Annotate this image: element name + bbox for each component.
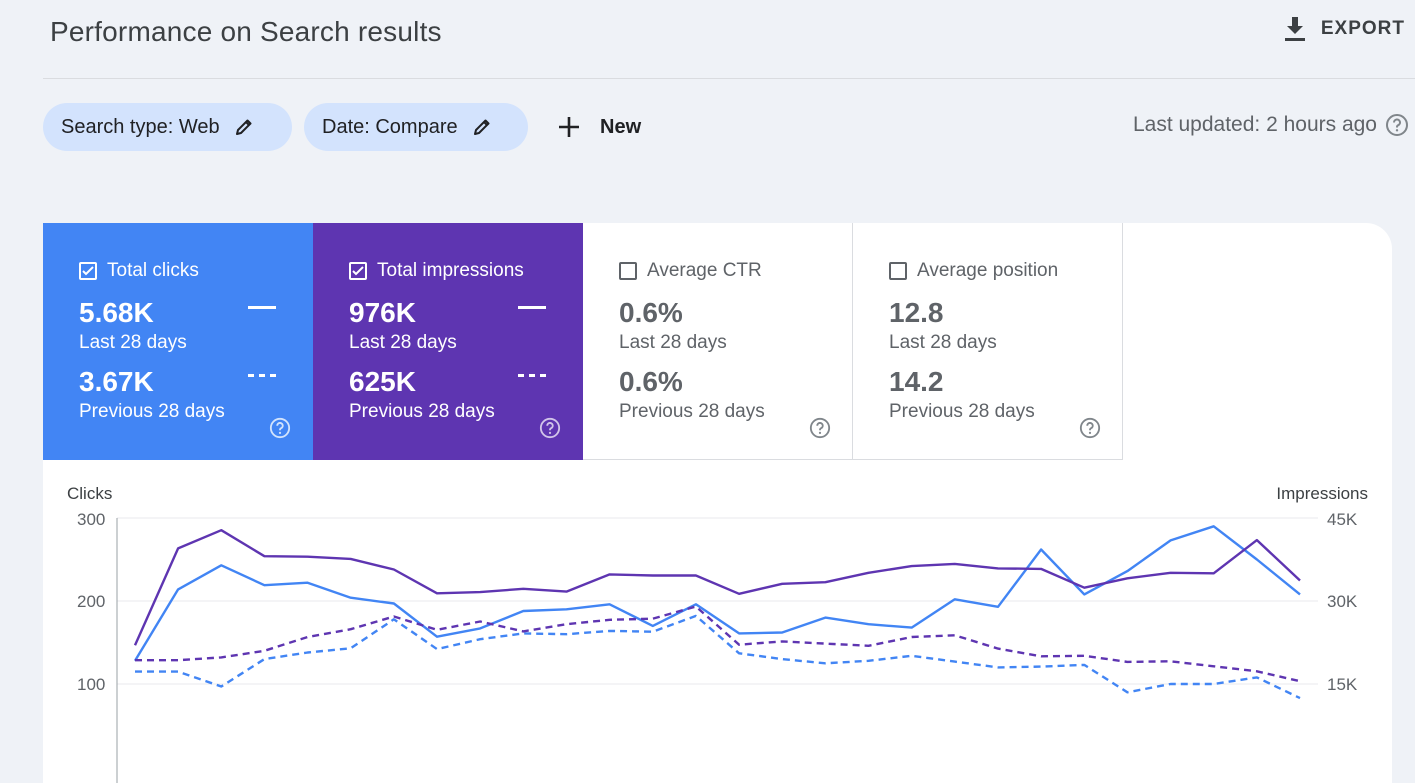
header-divider [43, 78, 1415, 79]
checkbox-unchecked[interactable] [889, 262, 907, 280]
edit-pencil-icon [473, 119, 490, 135]
metric-tile-average-ctr[interactable]: Average CTR 0.6% Last 28 days 0.6% Previ… [583, 223, 853, 460]
performance-chart: Clicks Impressions 300 200 100 45K 30K 1… [43, 460, 1392, 783]
metric-current-period: Last 28 days [349, 332, 457, 353]
search-type-filter-chip[interactable]: Search type: Web [43, 103, 292, 151]
metric-header: Average CTR [619, 260, 762, 282]
metric-current-period: Last 28 days [619, 332, 727, 353]
metric-label: Total impressions [377, 260, 524, 281]
help-icon[interactable] [269, 417, 291, 439]
clicks-previous-line [135, 614, 1301, 700]
edit-pencil-icon [235, 119, 252, 135]
help-icon[interactable] [1385, 113, 1409, 137]
metric-header: Total impressions [349, 260, 524, 282]
export-button[interactable]: EXPORT [1283, 16, 1405, 42]
checkbox-checked[interactable] [79, 262, 97, 280]
page-title: Performance on Search results [50, 16, 442, 47]
new-filter-label: New [600, 115, 642, 138]
solid-line-legend [518, 306, 546, 309]
last-updated-text: Last updated: 2 hours ago [1132, 113, 1377, 136]
metric-previous-value: 3.67K [79, 366, 154, 397]
metric-previous-period: Previous 28 days [79, 401, 225, 422]
performance-card: Total clicks 5.68K Last 28 days 3.67K Pr… [43, 223, 1392, 783]
dashed-line-legend [248, 374, 276, 377]
metric-previous-period: Previous 28 days [889, 401, 1035, 422]
metric-label: Total clicks [107, 260, 199, 281]
metric-tile-average-position[interactable]: Average position 12.8 Last 28 days 14.2 … [853, 223, 1123, 460]
metric-current-period: Last 28 days [889, 332, 997, 353]
chart-plot-area [116, 517, 1318, 783]
checkbox-checked[interactable] [349, 262, 367, 280]
last-updated-status: Last updated: 2 hours ago [1133, 113, 1409, 137]
help-icon[interactable] [1079, 417, 1101, 439]
plus-icon [559, 117, 579, 137]
metric-previous-value: 14.2 [889, 366, 944, 397]
metric-previous-period: Previous 28 days [349, 401, 495, 422]
metric-current-value: 0.6% [619, 297, 683, 328]
help-icon[interactable] [809, 417, 831, 439]
left-axis-title: Clicks [67, 484, 113, 503]
metric-current-value: 12.8 [889, 297, 944, 328]
search-type-label: Search type: Web [61, 115, 220, 138]
impressions-previous-line [135, 605, 1301, 683]
metric-current-period: Last 28 days [79, 332, 187, 353]
date-filter-chip[interactable]: Date: Compare [304, 103, 528, 151]
right-axis-tick: 30K [1327, 592, 1358, 611]
right-axis-title: Impressions [1276, 484, 1368, 503]
page-header: Performance on Search results EXPORT [0, 0, 1415, 78]
metric-label: Average CTR [647, 260, 762, 281]
export-label: EXPORT [1320, 18, 1405, 39]
metric-tile-total-impressions[interactable]: Total impressions 976K Last 28 days 625K… [313, 223, 583, 460]
dashed-line-legend [518, 374, 546, 377]
metric-header: Total clicks [79, 260, 199, 282]
help-icon[interactable] [539, 417, 561, 439]
metric-previous-value: 0.6% [619, 366, 683, 397]
new-filter-button[interactable]: New [556, 103, 641, 151]
metric-current-value: 976K [349, 297, 416, 328]
right-axis-tick: 45K [1327, 510, 1358, 529]
clicks-current-line [133, 525, 1301, 662]
right-axis-tick: 15K [1327, 675, 1358, 694]
date-filter-label: Date: Compare [322, 115, 458, 138]
impressions-current-line [133, 528, 1301, 646]
metric-current-value: 5.68K [79, 297, 154, 328]
checkbox-unchecked[interactable] [619, 262, 637, 280]
metric-tile-total-clicks[interactable]: Total clicks 5.68K Last 28 days 3.67K Pr… [43, 223, 313, 460]
metric-previous-period: Previous 28 days [619, 401, 765, 422]
left-axis-tick: 300 [77, 510, 106, 529]
metric-previous-value: 625K [349, 366, 416, 397]
solid-line-legend [248, 306, 276, 309]
left-axis-tick: 200 [77, 592, 106, 611]
metric-header: Average position [889, 260, 1058, 282]
metric-label: Average position [917, 260, 1059, 281]
download-icon [1284, 17, 1305, 41]
left-axis-tick: 100 [77, 675, 106, 694]
